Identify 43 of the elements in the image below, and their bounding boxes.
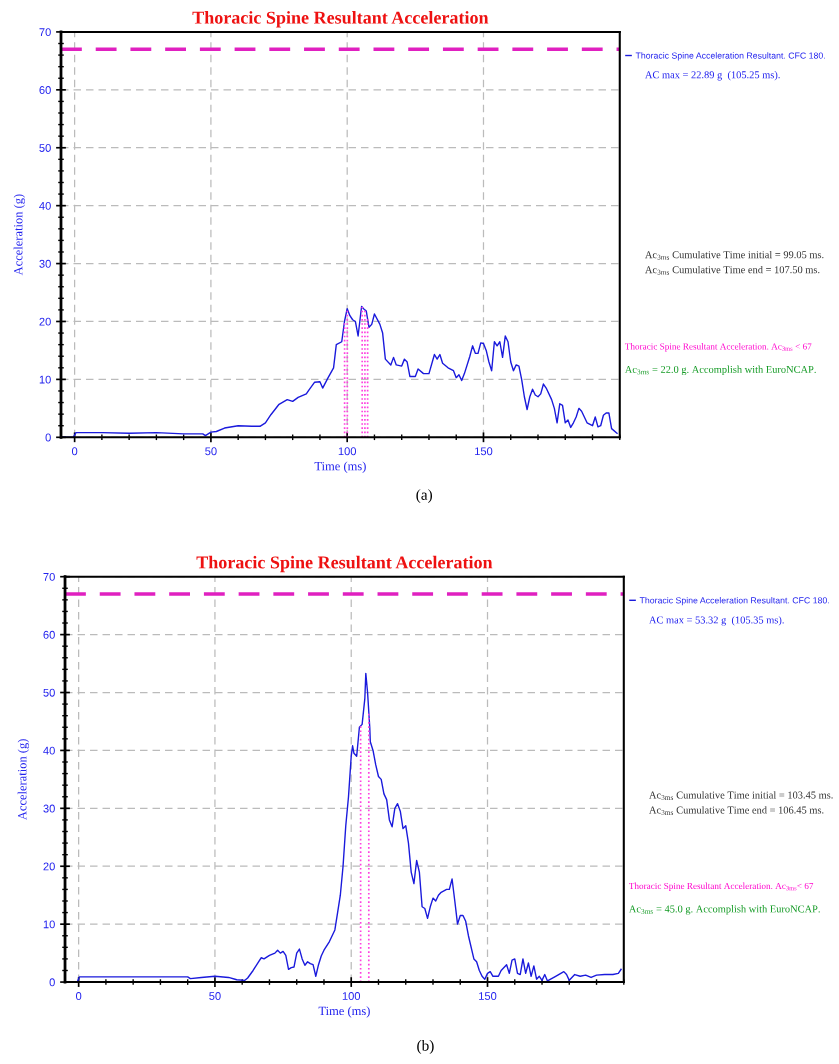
text: Thoracic Spine Resultant Acceleration. Ac$_{3ms}$< 67: [628, 882, 814, 891]
y-tick-label: 70: [39, 28, 51, 37]
legend-label: Thoracic Spine Acceleration Resultant. CFC 180.: [635, 52, 825, 61]
text: Ac$_{3ms}$ Cumulative Time end = 107.50 ms.: [645, 265, 820, 275]
x-tick-label: 100: [338, 447, 357, 456]
y-axis-title: Acceleration (g): [13, 194, 26, 276]
y-tick-label: 60: [39, 86, 51, 94]
y-tick-label: 70: [43, 572, 55, 581]
y-tick-label: 40: [39, 201, 51, 210]
y-tick-label: 20: [43, 862, 55, 871]
text: Ac$_{3ms}$ Cumulative Time end = 106.45 ms.: [649, 806, 824, 815]
x-tick-label: 0: [71, 447, 78, 456]
x-axis-title: Time (ms): [318, 1006, 370, 1018]
y-tick-label: 0: [45, 433, 51, 442]
x-tick-label: 150: [479, 992, 497, 1000]
x-tick-label: 0: [76, 992, 82, 1000]
text: (b): [417, 1040, 434, 1054]
text: Ac$_{3ms}$ = 45.0 g. Accomplish with EuroNCAP.: [628, 905, 820, 915]
y-tick-label: 20: [39, 317, 51, 326]
y-tick-label: 50: [43, 688, 55, 697]
y-tick-label: 10: [43, 920, 55, 929]
x-tick-label: 50: [205, 447, 217, 456]
text: Ac$_{3ms}$ Cumulative Time initial = 99.05 ms.: [645, 250, 824, 260]
text: (a): [416, 489, 433, 504]
y-tick-label: 30: [39, 259, 51, 268]
legend-label: Thoracic Spine Acceleration Resultant. CFC 180.: [639, 597, 829, 606]
x-axis-title: Time (ms): [314, 461, 366, 473]
text: Thoracic Spine Resultant Acceleration. Ac$_{3ms}$ < 67: [624, 343, 812, 352]
x-tick-label: 150: [475, 447, 493, 456]
x-tick-label: 50: [209, 992, 221, 1000]
y-tick-label: 0: [49, 978, 55, 987]
y-tick-label: 50: [39, 144, 51, 152]
y-tick-label: 30: [43, 804, 55, 813]
y-axis-title: Acceleration (g): [17, 739, 30, 821]
text: AC max = 53.32 g (105.35 ms).: [649, 616, 784, 626]
y-tick-label: 10: [39, 375, 51, 384]
y-tick-label: 40: [43, 746, 55, 755]
text: Ac$_{3ms}$ = 22.0 g. Accomplish with EuroNCAP.: [624, 365, 816, 376]
chart-title: Thoracic Spine Resultant Acceleration: [192, 11, 489, 28]
text: AC max = 22.89 g (105.25 ms).: [645, 70, 780, 81]
chart-title: Thoracic Spine Resultant Acceleration: [196, 555, 493, 573]
y-tick-label: 60: [43, 630, 55, 639]
x-tick-label: 100: [342, 992, 361, 1000]
